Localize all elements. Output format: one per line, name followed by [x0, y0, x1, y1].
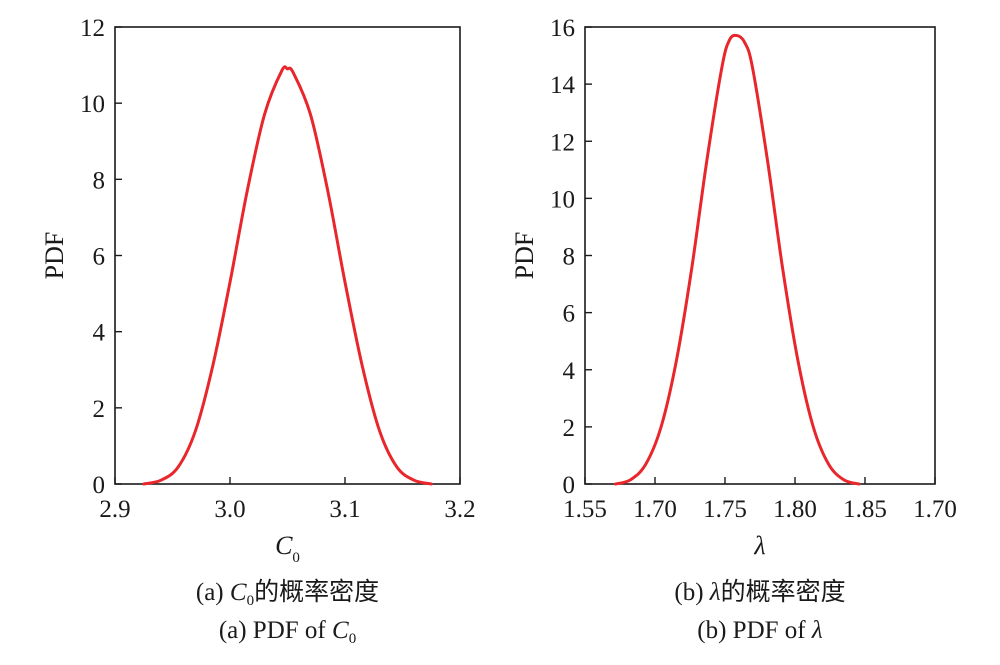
x-tick-label-b: 1.70: [913, 496, 957, 523]
caption-b-cn-prefix: (b): [674, 579, 710, 606]
caption-a-en-prefix: (a) PDF of: [218, 617, 332, 644]
y-tick-label-b: 0: [563, 472, 576, 499]
caption-a-cn-sub: 0: [246, 593, 255, 609]
y-tick-label-b: 14: [550, 72, 576, 99]
plot-frame-a: [114, 26, 461, 485]
y-tick-label-a: 12: [80, 15, 105, 42]
caption-b-chinese: (b) λ的概率密度: [585, 577, 935, 609]
caption-a-en-sub: 0: [348, 631, 357, 647]
y-tick-label-a: 4: [93, 320, 106, 347]
y-tick-label-a: 2: [93, 396, 106, 423]
caption-a-cn-var: C: [229, 579, 247, 606]
pdf-curve-b: [613, 33, 861, 486]
x-tick-label-a: 3.0: [214, 496, 245, 523]
y-tick-label-a: 0: [93, 472, 106, 499]
x-tick-label-a: 2.9: [99, 496, 130, 523]
y-tick-label-a: 8: [93, 167, 106, 194]
x-tick-label-b: 1.70: [633, 496, 677, 523]
y-tick-label-b: 6: [563, 301, 576, 328]
x-axis-label-b: λ: [753, 531, 765, 560]
caption-a-en-var: C: [332, 617, 349, 644]
y-tick-label-a: 10: [80, 91, 105, 118]
y-tick-label-a: 6: [93, 244, 106, 271]
caption-b-en-prefix: (b) PDF of: [697, 617, 812, 644]
y-tick-label-b: 16: [550, 15, 575, 42]
caption-a-cn-suffix: 的概率密度: [254, 579, 380, 606]
y-tick-label-b: 8: [563, 244, 576, 271]
y-tick-label-b: 10: [550, 186, 575, 213]
caption-b-cn-suffix: 的概率密度: [720, 579, 846, 606]
x-tick-label-b: 1.85: [843, 496, 887, 523]
caption-a-english: (a) PDF of C0: [115, 615, 460, 655]
x-tick-label-b: 1.75: [703, 496, 747, 523]
caption-a-chinese: (a) C0的概率密度: [115, 577, 460, 617]
x-axis-label-a: C0: [275, 531, 300, 566]
x-tick-label-b: 1.80: [773, 496, 817, 523]
caption-b-cn-var: λ: [709, 579, 721, 606]
x-axis-label-subscript-a: 0: [292, 550, 300, 566]
x-tick-label-a: 3.1: [329, 496, 360, 523]
caption-b-english: (b) PDF of λ: [585, 615, 935, 647]
y-tick-label-b: 4: [563, 358, 576, 385]
x-tick-label-a: 3.2: [444, 496, 475, 523]
x-tick-label-b: 1.55: [563, 496, 607, 523]
y-tick-label-b: 12: [550, 129, 575, 156]
plot-frame-b: [584, 26, 936, 485]
y-axis-label-a: PDF: [40, 232, 69, 280]
caption-b-en-var: λ: [811, 617, 823, 644]
y-tick-label-b: 2: [563, 415, 576, 442]
pdf-curve-a: [142, 65, 433, 486]
y-axis-label-b: PDF: [510, 232, 539, 280]
caption-a-cn-prefix: (a): [195, 579, 230, 606]
